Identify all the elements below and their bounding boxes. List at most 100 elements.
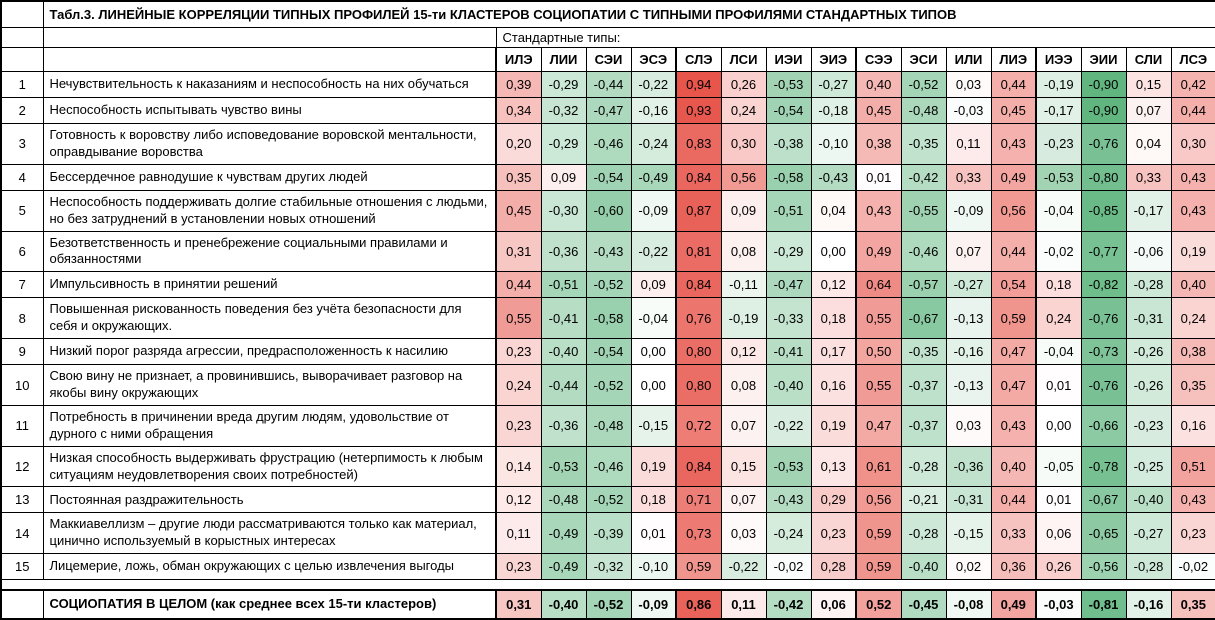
- type-column-header: СЭЭ: [855, 47, 902, 72]
- correlation-cell: -0,47: [765, 271, 812, 299]
- correlation-cell: -0,58: [765, 163, 812, 191]
- correlation-cell: -0,41: [540, 297, 587, 340]
- correlation-cell: -0,32: [540, 97, 587, 124]
- correlation-cell: -0,51: [765, 189, 812, 232]
- correlation-cell: -0,10: [810, 123, 857, 165]
- row-number: 15: [0, 553, 44, 581]
- correlation-cell: 0,83: [675, 123, 722, 165]
- correlation-cell: -0,36: [945, 445, 992, 488]
- row-number: 9: [0, 338, 44, 366]
- correlation-cell: -0,90: [1080, 71, 1127, 98]
- correlation-cell: 0,18: [810, 297, 857, 340]
- empty-cell: [42, 27, 497, 48]
- correlation-cell: -0,22: [630, 230, 677, 273]
- correlation-cell: -0,02: [1170, 553, 1215, 581]
- correlation-cell: 0,39: [495, 71, 542, 98]
- cluster-label: Низкий порог разряда агрессии, предраспо…: [42, 338, 497, 366]
- correlation-cell: 0,55: [855, 297, 902, 340]
- correlation-cell: -0,52: [900, 71, 947, 98]
- type-column-header: ЭИЭ: [810, 47, 857, 72]
- correlation-cell: 0,01: [1035, 486, 1082, 514]
- type-column-header: СЛЭ: [675, 47, 722, 72]
- correlation-cell: 0,03: [720, 512, 767, 555]
- correlation-cell: -0,37: [900, 364, 947, 406]
- correlation-cell: -0,54: [765, 97, 812, 124]
- correlation-cell: -0,43: [765, 486, 812, 514]
- correlation-cell: 0,71: [675, 486, 722, 514]
- correlation-cell: -0,15: [630, 404, 677, 447]
- correlation-cell: -0,33: [765, 297, 812, 340]
- correlation-cell: -0,40: [765, 364, 812, 406]
- cluster-label: Импульсивность в принятии решений: [42, 271, 497, 299]
- cluster-label: Лицемерие, ложь, обман окружающих с цель…: [42, 553, 497, 581]
- correlation-cell: -0,09: [945, 189, 992, 232]
- correlation-cell: 0,14: [495, 445, 542, 488]
- type-column-header: ЭИИ: [1080, 47, 1127, 72]
- correlation-cell: -0,25: [1125, 445, 1172, 488]
- correlation-cell: 0,81: [675, 230, 722, 273]
- row-number: 2: [0, 97, 44, 124]
- correlation-cell: -0,54: [585, 163, 632, 191]
- correlation-cell: -0,49: [540, 553, 587, 581]
- correlation-cell: -0,03: [945, 97, 992, 124]
- cluster-row: 9 Низкий порог разряда агрессии, предрасп…: [0, 338, 1215, 366]
- correlation-cell: 0,29: [810, 486, 857, 514]
- correlation-cell: -0,54: [585, 338, 632, 366]
- cluster-row: 13 Постоянная раздражительность 0,12 -0,48-…: [0, 486, 1215, 514]
- correlation-cell: -0,10: [630, 553, 677, 581]
- cluster-label: Неспособность испытывать чувство вины: [42, 97, 497, 124]
- correlation-cell: -0,44: [540, 364, 587, 406]
- correlation-cell: -0,23: [1035, 123, 1082, 165]
- correlation-cell: -0,85: [1080, 189, 1127, 232]
- correlation-cell: 0,35: [1170, 364, 1215, 406]
- correlation-cell: 0,94: [675, 71, 722, 98]
- correlation-cell: 0,47: [990, 364, 1037, 406]
- correlation-cell: -0,80: [1080, 163, 1127, 191]
- correlation-cell: -0,29: [765, 230, 812, 273]
- correlation-cell: -0,19: [1035, 71, 1082, 98]
- correlation-cell: 0,47: [855, 404, 902, 447]
- correlation-cell: -0,90: [1080, 97, 1127, 124]
- correlation-cell: 0,40: [990, 445, 1037, 488]
- correlation-cell: -0,16: [630, 97, 677, 124]
- correlation-cell: -0,55: [900, 189, 947, 232]
- row-number: 3: [0, 123, 44, 165]
- correlation-cell: -0,23: [1125, 404, 1172, 447]
- correlation-cell: -0,11: [720, 271, 767, 299]
- type-column-header: СЛИ: [1125, 47, 1172, 72]
- correlation-cell: 0,56: [855, 486, 902, 514]
- correlation-cell: 0,33: [945, 163, 992, 191]
- correlation-cell: -0,76: [1080, 364, 1127, 406]
- correlation-cell: -0,58: [585, 297, 632, 340]
- correlation-cell: -0,02: [1035, 230, 1082, 273]
- correlation-cell: -0,46: [585, 123, 632, 165]
- correlation-cell: -0,60: [585, 189, 632, 232]
- correlation-cell: -0,36: [540, 404, 587, 447]
- correlation-cell: -0,22: [765, 404, 812, 447]
- correlation-cell: 0,08: [720, 230, 767, 273]
- row-number: 13: [0, 486, 44, 514]
- correlation-cell: 0,19: [810, 404, 857, 447]
- correlation-cell: 0,17: [810, 338, 857, 366]
- correlation-cell: 0,54: [990, 271, 1037, 299]
- correlation-cell: -0,48: [585, 404, 632, 447]
- correlation-cell: -0,04: [630, 297, 677, 340]
- correlation-cell: -0,51: [540, 271, 587, 299]
- correlation-cell: 0,61: [855, 445, 902, 488]
- correlation-cell: 0,01: [855, 163, 902, 191]
- correlation-cell: 0,23: [1170, 512, 1215, 555]
- correlation-cell: 0,33: [1125, 163, 1172, 191]
- correlation-cell: 0,43: [855, 189, 902, 232]
- correlation-cell: -0,28: [1125, 553, 1172, 581]
- correlation-cell: -0,44: [585, 71, 632, 98]
- correlation-cell: 0,55: [855, 364, 902, 406]
- type-column-header: ИЛИ: [945, 47, 992, 72]
- correlation-cell: -0,48: [540, 486, 587, 514]
- correlation-cell: 0,44: [1170, 97, 1215, 124]
- empty-cell: [0, 47, 44, 72]
- cluster-label: Бессердечное равнодушие к чувствам други…: [42, 163, 497, 191]
- type-header-row: ИЛЭ ЛИИ СЭИ ЭСЭ СЛЭ ЛСИ ИЭИ ЭИЭ СЭЭ ЭСИ ИЛИ ЛИЭ ИЭЭ Э…: [0, 47, 1215, 72]
- correlation-cell: 0,45: [855, 97, 902, 124]
- cluster-row: 5 Неспособность поддерживать долгие стаби…: [0, 189, 1215, 232]
- correlation-cell: -0,28: [1125, 271, 1172, 299]
